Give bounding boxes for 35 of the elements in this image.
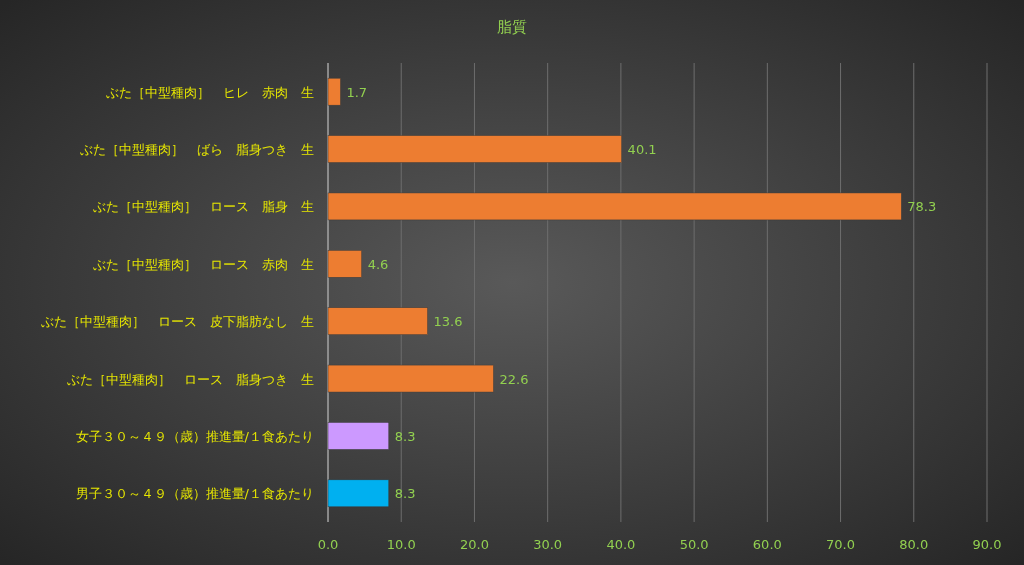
data-label: 1.7 <box>346 84 368 100</box>
data-label: 40.1 <box>627 142 657 158</box>
data-label: 4.6 <box>367 256 389 272</box>
data-label: 8.3 <box>394 486 416 502</box>
x-tick-label: 30.0 <box>533 537 563 552</box>
bar <box>327 307 428 335</box>
data-label: 22.6 <box>499 371 529 387</box>
x-tick-label: 20.0 <box>459 537 489 552</box>
x-tick-label: 70.0 <box>826 537 856 552</box>
y-tick-label: ぶた［中型種肉］ ロース 皮下脂肪なし 生 <box>41 314 314 330</box>
y-tick-label: ぶた［中型種肉］ ロース 脂身つき 生 <box>67 371 314 387</box>
data-label: 13.6 <box>433 314 463 330</box>
bar <box>327 192 902 221</box>
bar <box>327 422 390 450</box>
y-tick-label: ぶた［中型種肉］ ヒレ 赤肉 生 <box>106 84 314 100</box>
y-tick-label: ぶた［中型種肉］ ばら 脂身つき 生 <box>80 142 314 158</box>
bar <box>327 77 341 106</box>
x-tick-label: 60.0 <box>752 537 782 552</box>
y-tick-label: ぶた［中型種肉］ ロース 脂身 生 <box>93 199 314 215</box>
x-tick-label: 50.0 <box>679 537 709 552</box>
x-tick-label: 10.0 <box>386 537 416 552</box>
x-tick-label: 90.0 <box>972 537 1002 552</box>
data-label: 8.3 <box>394 428 416 444</box>
bar <box>327 364 494 393</box>
data-label: 78.3 <box>907 199 937 215</box>
y-tick-label: 女子３０～４９（歳）推進量/１食あたり <box>75 428 314 444</box>
x-tick-label: 0.0 <box>317 537 339 552</box>
x-tick-label: 80.0 <box>899 537 929 552</box>
y-tick-label: 男子３０～４９（歳）推進量/１食あたり <box>75 486 314 502</box>
x-tick-label: 40.0 <box>606 537 636 552</box>
chart-title: 脂質 <box>497 18 527 36</box>
bar <box>327 135 622 163</box>
bar <box>327 250 362 278</box>
y-tick-label: ぶた［中型種肉］ ロース 赤肉 生 <box>93 256 314 272</box>
bar <box>327 479 390 508</box>
